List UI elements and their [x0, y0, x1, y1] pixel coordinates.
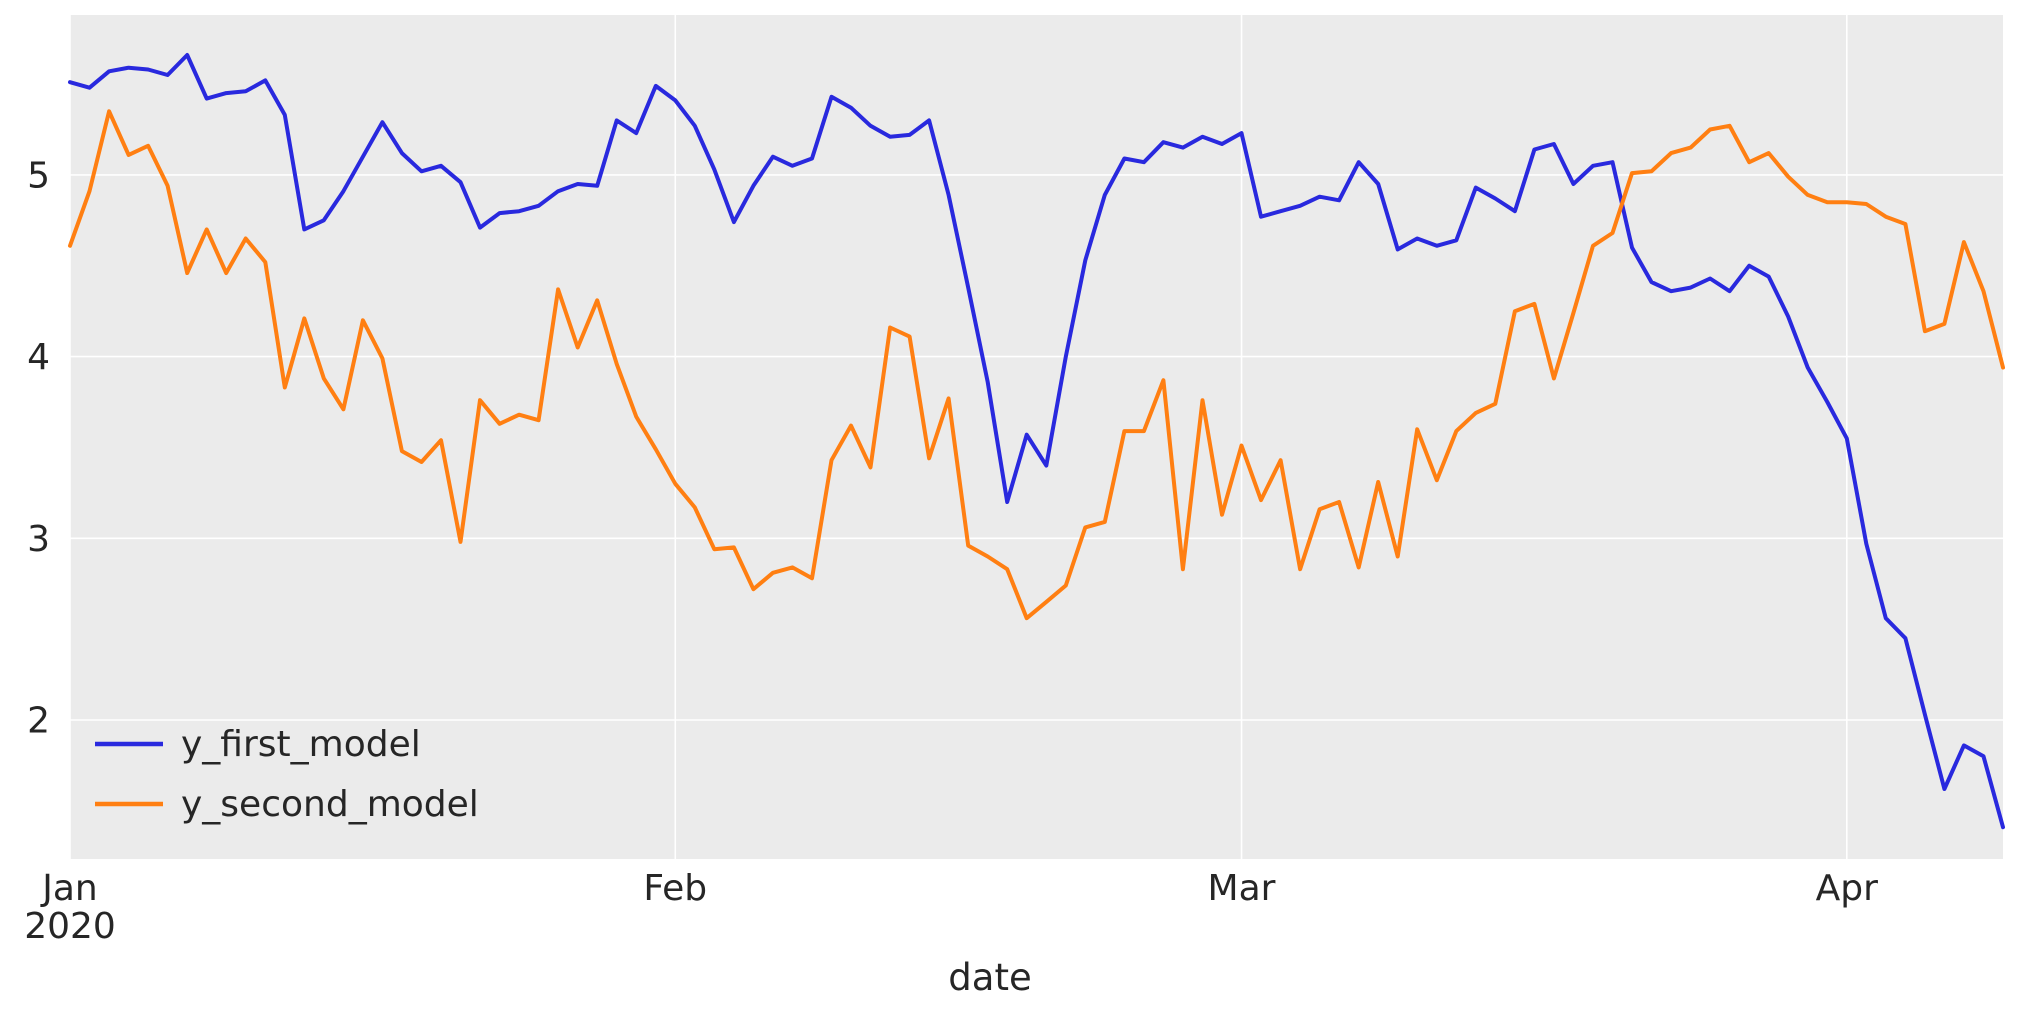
x-tick-label: 2020	[24, 906, 116, 947]
series-line-y_second_model	[68, 109, 2005, 621]
legend-label: y_first_model	[181, 724, 421, 765]
legend-label: y_second_model	[181, 784, 479, 825]
plot-area-background	[70, 15, 2003, 859]
x-tick-label: Mar	[1208, 868, 1276, 909]
x-tick-label: Apr	[1816, 868, 1878, 909]
x-tick-label: Feb	[643, 868, 707, 909]
x-tick-label: Jan	[40, 868, 98, 909]
y-tick-label: 2	[27, 700, 50, 741]
y-tick-label: 4	[27, 337, 50, 378]
y-tick-label: 3	[27, 519, 50, 560]
series-line-y_first_model	[68, 53, 2005, 830]
y-tick-label: 5	[27, 155, 50, 196]
x-axis-label: date	[948, 956, 1031, 999]
